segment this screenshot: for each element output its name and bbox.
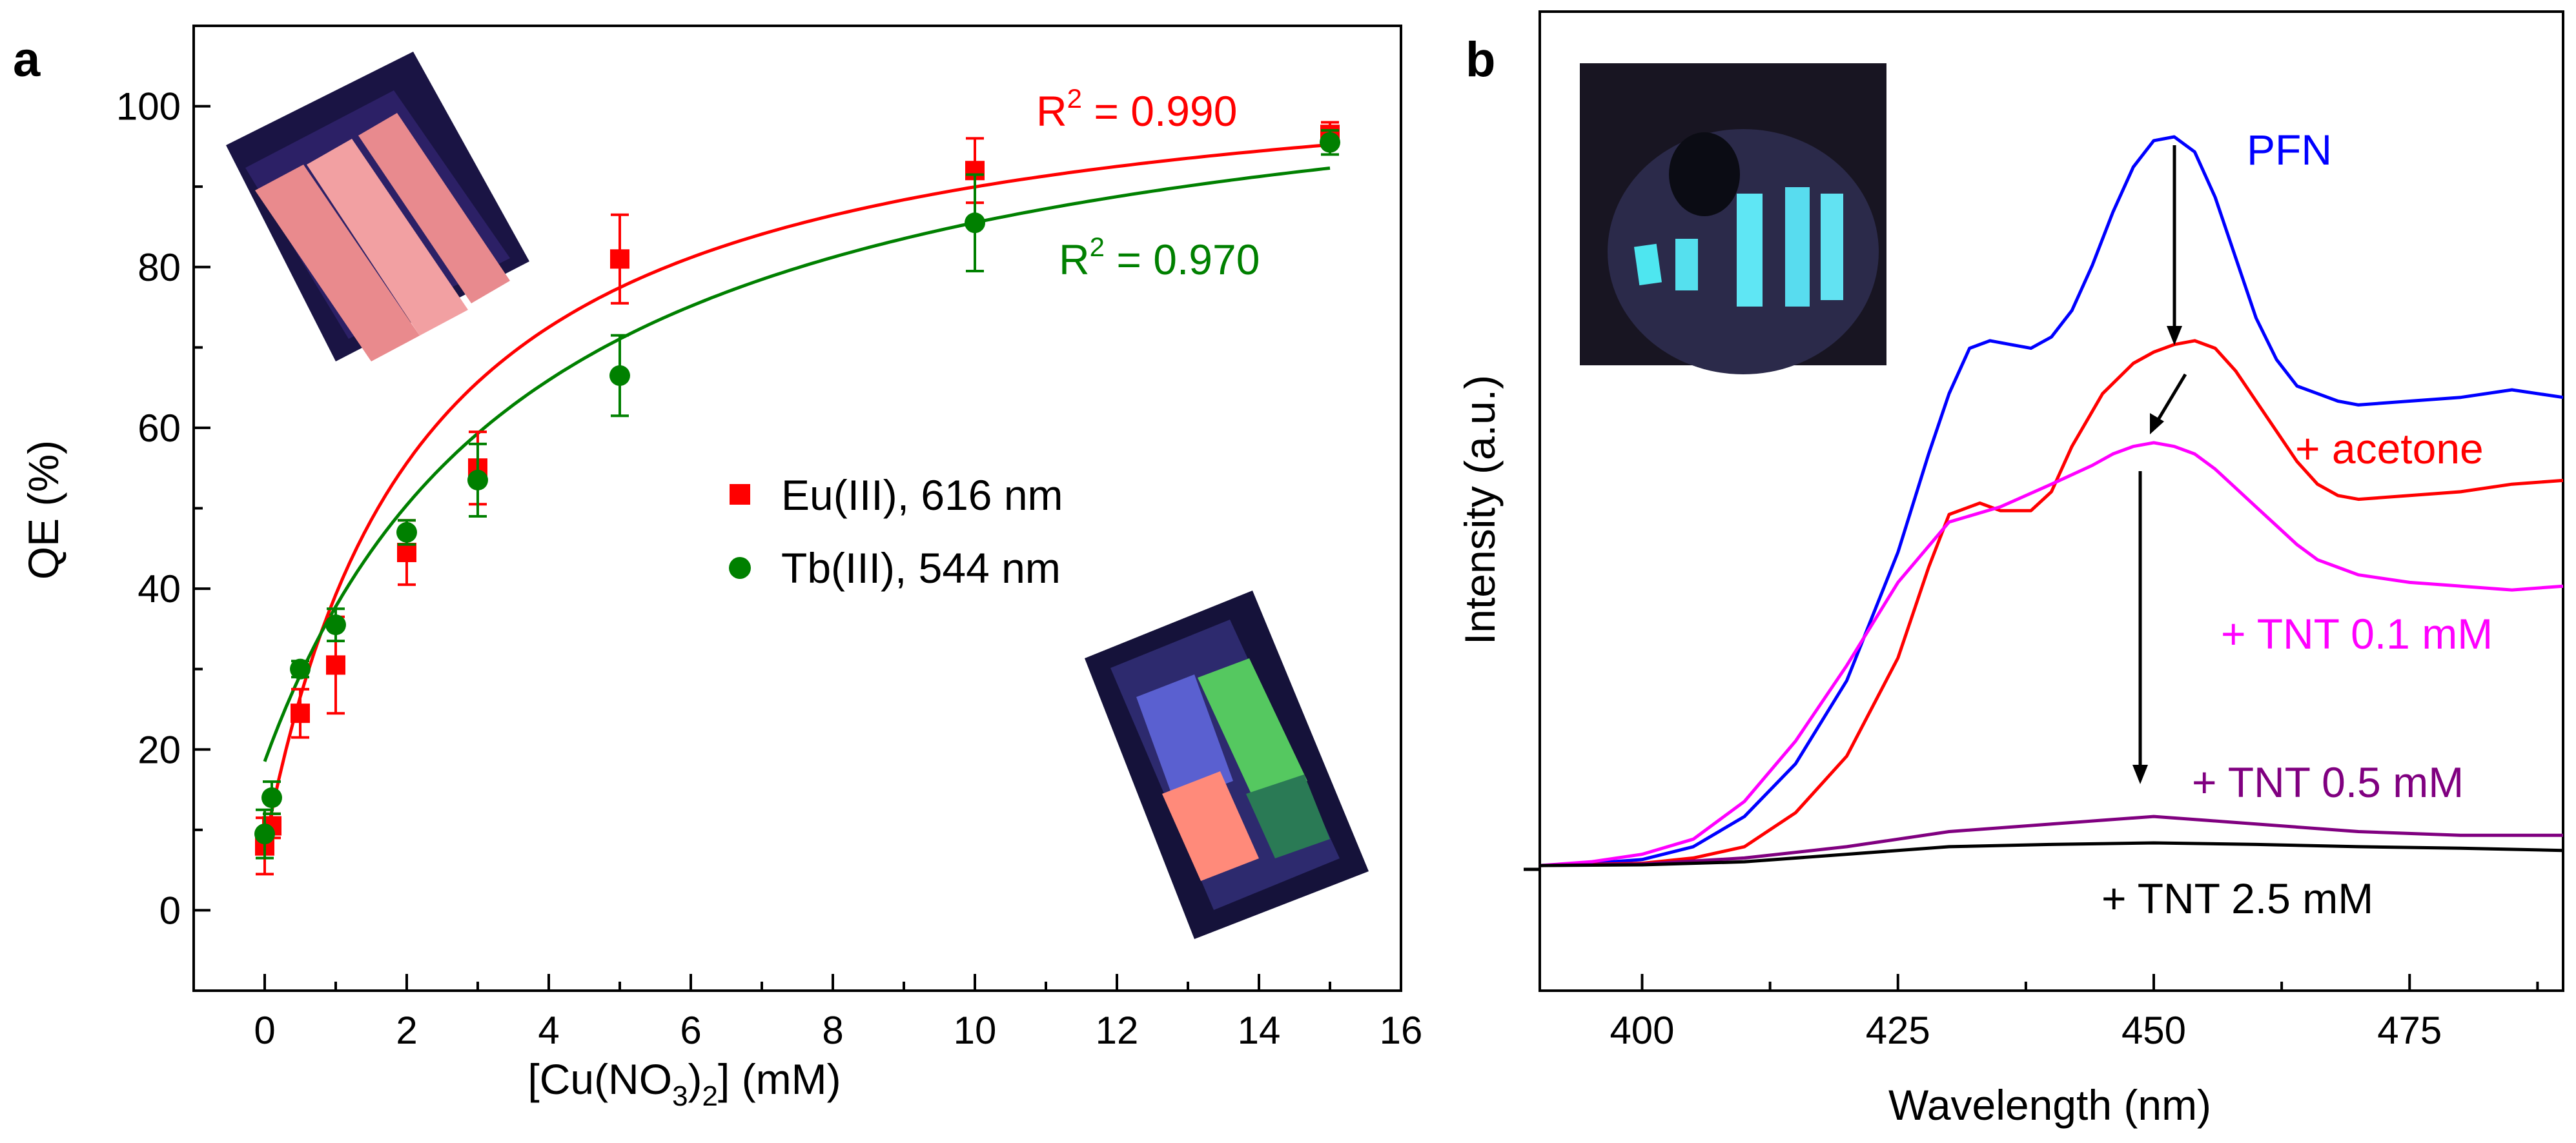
y-tick-label-a: 0 [159, 889, 181, 932]
data-point-square [326, 655, 345, 675]
x-axis-title-b: Wavelength (nm) [1888, 1081, 2211, 1129]
fit-curve [263, 143, 1331, 847]
r2-annotation-tb: R2 = 0.970 [1059, 232, 1260, 283]
spectrum-line [1539, 135, 2564, 867]
data-point-circle [965, 212, 985, 234]
chart-panel-a: 0 2 4 6 8 10 12 14 16 0 20 40 60 80 100 R2 = 0.990 R2 … [19, 25, 1423, 1112]
data-point-circle [325, 614, 346, 636]
inset-photo-red-green-strips [1085, 591, 1369, 939]
label-tnt-2-5: + TNT 2.5 mM [2101, 875, 2373, 922]
data-point-circle [1320, 132, 1340, 153]
y-tick-label-a: 80 [138, 246, 181, 289]
legend-label-eu: Eu(III), 616 nm [781, 471, 1063, 519]
data-point-circle [254, 824, 275, 845]
x-tick-label-a: 8 [822, 1009, 843, 1052]
fit-curves-a [263, 143, 1331, 847]
spectrum-line [1539, 841, 2564, 867]
panel-letter-b: b [1466, 32, 1495, 87]
x-tick-label-a: 0 [254, 1009, 275, 1052]
x-tick-label-b: 425 [1866, 1009, 1930, 1052]
inset-photo-blue-strips [1580, 63, 1886, 374]
data-point-circle [609, 365, 630, 386]
axes-a-ticks: 0 2 4 6 8 10 12 14 16 0 20 40 60 80 100 [116, 25, 1423, 1052]
spectrum-line [1539, 441, 2564, 867]
y-tick-label-a: 100 [116, 85, 181, 128]
x-tick-label-a: 12 [1096, 1009, 1139, 1052]
x-tick-label-a: 2 [396, 1009, 417, 1052]
legend-marker-eu [730, 484, 750, 505]
r2-annotation-eu: R2 = 0.990 [1036, 83, 1237, 135]
data-point-square [291, 703, 310, 723]
spectrum-line [1539, 339, 2564, 867]
y-tick-label-a: 20 [138, 728, 181, 771]
fit-curve [263, 167, 1331, 762]
spectrum-line [1539, 814, 2563, 867]
label-tnt-0-5: + TNT 0.5 mM [2192, 758, 2464, 806]
quench-arrows [2132, 145, 2187, 784]
data-points-a [254, 121, 1340, 876]
x-tick-label-b: 450 [2121, 1009, 2186, 1052]
data-point-circle [290, 658, 311, 680]
x-tick-label-a: 6 [680, 1009, 701, 1052]
y-tick-label-a: 40 [138, 567, 181, 611]
x-tick-label-b: 475 [2377, 1009, 2442, 1052]
data-point-circle [396, 521, 417, 543]
y-axis-title-a: QE (%) [19, 440, 67, 580]
x-tick-label-a: 14 [1238, 1009, 1281, 1052]
label-acetone: + acetone [2295, 425, 2484, 472]
x-tick-label-a: 10 [954, 1009, 997, 1052]
legend-a: Eu(III), 616 nm Tb(III), 544 nm [729, 471, 1063, 592]
plot-frame-b [1538, 10, 2564, 992]
chart-panel-b: 400 425 450 475 PFN + acetone + TNT 0.1 mM … [1456, 10, 2564, 1129]
x-tick-label-b: 400 [1610, 1009, 1674, 1052]
panel-letter-a: a [13, 32, 41, 87]
label-pfn: PFN [2247, 126, 2332, 174]
label-tnt-0-1: + TNT 0.1 mM [2221, 610, 2493, 658]
y-axis-title-b: Intensity (a.u.) [1456, 375, 1504, 645]
y-tick-label-a: 60 [138, 407, 181, 450]
data-point-square [610, 249, 629, 269]
x-tick-label-a: 4 [538, 1009, 559, 1052]
data-point-circle [261, 787, 282, 808]
data-point-square [397, 543, 416, 563]
x-tick-label-a: 16 [1380, 1009, 1423, 1052]
axes-b-ticks: 400 425 450 475 [1610, 974, 2539, 1052]
legend-marker-tb [729, 557, 751, 579]
x-axis-title-a: [Cu(NO3)2] (mM) [527, 1055, 841, 1112]
data-point-circle [467, 469, 488, 491]
spectra-lines-b [1539, 135, 2564, 867]
legend-label-tb: Tb(III), 544 nm [781, 544, 1061, 592]
inset-photo-red-strips [226, 52, 529, 361]
